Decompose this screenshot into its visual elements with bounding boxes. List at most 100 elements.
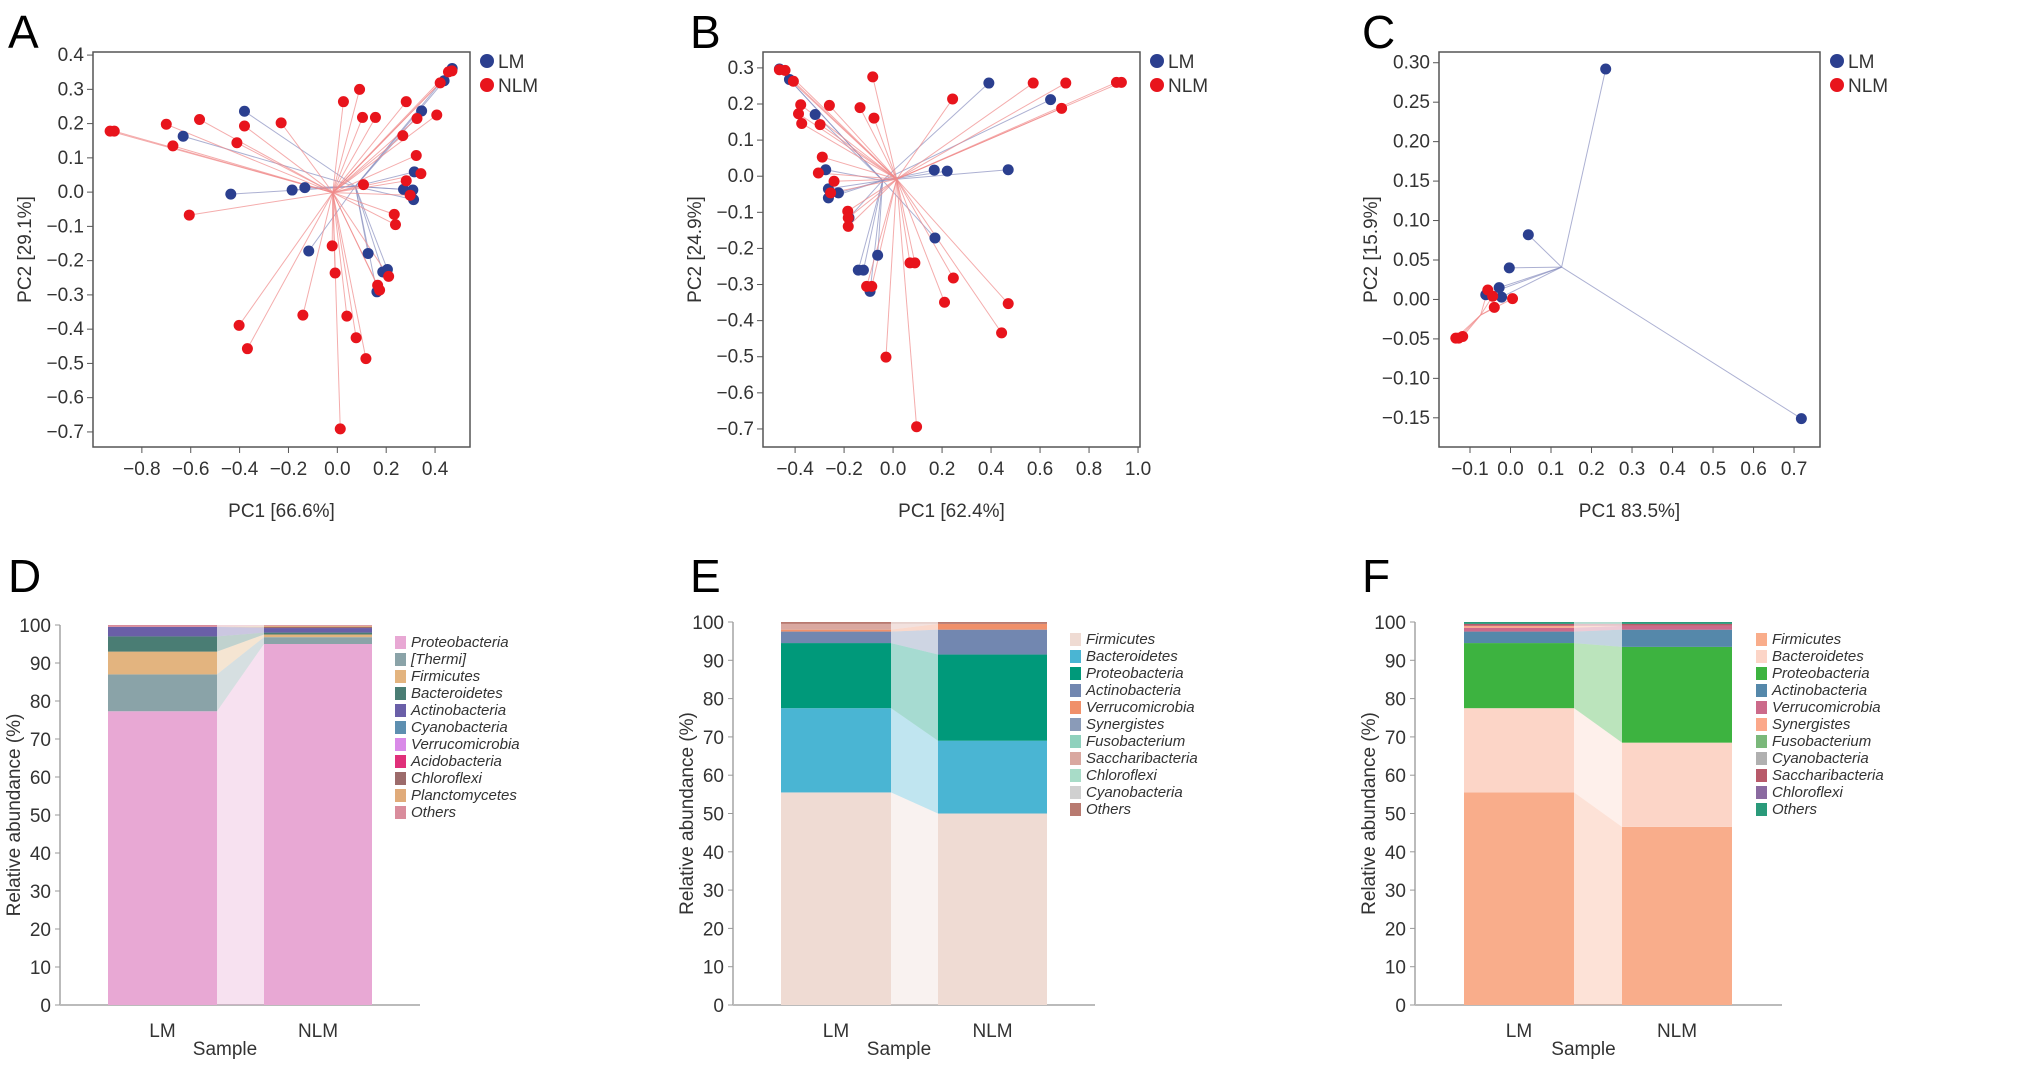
legend-label: Chloroflexi — [1772, 784, 1844, 801]
y-tick-label: 0.2 — [728, 94, 754, 115]
point-nlm — [996, 327, 1008, 339]
y-tick-label: 90 — [1385, 651, 1406, 672]
legend-label: Actinobacteria — [1771, 682, 1867, 699]
point-nlm — [400, 96, 412, 108]
bar-segment-lm — [1464, 792, 1574, 1005]
centroid-line-lm — [1509, 266, 1562, 269]
legend-swatch — [1070, 633, 1081, 646]
point-nlm — [388, 208, 400, 220]
centroid-line-nlm — [896, 179, 911, 263]
panel-label-b: B — [690, 6, 721, 58]
centroid-line-nlm — [896, 82, 1067, 180]
legend-label: Bacteroidetes — [1772, 648, 1864, 665]
point-nlm — [446, 65, 458, 77]
point-nlm — [410, 149, 422, 161]
legend-swatch — [1070, 667, 1081, 680]
legend-swatch — [1070, 786, 1081, 799]
y-tick-label: 0.00 — [1393, 289, 1430, 310]
legend-marker-nlm — [480, 78, 494, 92]
y-tick-label: 10 — [703, 958, 724, 979]
point-lm — [299, 182, 311, 194]
centroid-line-nlm — [896, 82, 1034, 180]
y-tick-label: 0.20 — [1393, 132, 1430, 153]
flow-band — [1574, 625, 1622, 632]
bar-segment-nlm — [1622, 742, 1732, 827]
x-tick-label: −0.2 — [825, 459, 863, 480]
legend-label: Others — [1086, 801, 1132, 818]
panel-label-f: F — [1362, 550, 1390, 602]
legend-swatch — [1756, 667, 1767, 680]
bar-panel-d: 0 10 20 30 40 50 60 70 80 90 100 LM NLM Sample Relativ… — [4, 616, 520, 1060]
centroid-line-nlm — [199, 119, 334, 194]
legend-swatch — [395, 806, 406, 819]
centroid-line-lm — [857, 180, 884, 271]
y-tick-label: 0.3 — [58, 79, 84, 100]
flow-band — [217, 632, 264, 652]
point-lm — [928, 164, 940, 176]
legend-swatch — [1756, 752, 1767, 765]
centroid-line-nlm — [885, 179, 898, 358]
centroid-line-lm — [789, 79, 884, 181]
y-tick-label: −0.4 — [46, 319, 84, 340]
point-nlm — [1487, 290, 1499, 302]
point-nlm — [415, 168, 427, 180]
scatter-panel-a: −0.8 −0.6 −0.4 −0.2 0.0 0.2 0.4 0.4 0.3 0.2 0.1 0.0… — [15, 45, 538, 522]
point-nlm — [167, 140, 179, 152]
point-nlm — [326, 240, 338, 252]
point-nlm — [233, 319, 245, 331]
centroid-line-lm — [882, 99, 1051, 181]
point-lm — [1522, 229, 1534, 241]
y-axis-label: PC2 [29.1%] — [15, 196, 36, 303]
legend-label: [Thermi] — [410, 651, 467, 668]
y-tick-label: 100 — [1374, 613, 1406, 634]
x-tick-label: 0.4 — [978, 459, 1005, 480]
y-tick-label: 100 — [19, 616, 51, 637]
point-nlm — [828, 175, 840, 187]
y-tick-label: 40 — [1385, 843, 1406, 864]
y-tick-label: 40 — [30, 844, 51, 865]
bar-segment-lm — [781, 643, 891, 709]
point-lm — [177, 130, 189, 142]
y-axis-label: Relative abundance (%) — [1359, 712, 1380, 915]
point-nlm — [842, 212, 854, 224]
x-tick-label: 0.5 — [1700, 459, 1726, 480]
point-nlm — [947, 272, 959, 284]
legend-swatch — [1070, 684, 1081, 697]
centroid-line-nlm — [332, 155, 417, 194]
point-nlm — [108, 125, 120, 137]
centroid-line-nlm — [847, 178, 898, 212]
centroid-line-nlm — [166, 123, 333, 194]
centroid-line-nlm — [244, 125, 334, 193]
centroid-line-lm — [1527, 234, 1562, 268]
point-nlm — [866, 280, 878, 292]
bar-segment-lm — [108, 651, 217, 675]
legend-label-lm: LM — [1168, 52, 1194, 73]
bar-segment-nlm — [938, 622, 1047, 624]
y-tick-label: 70 — [703, 728, 724, 749]
point-nlm — [1115, 76, 1127, 88]
centroid-line-lm — [869, 180, 884, 292]
legend-swatch — [1756, 718, 1767, 731]
y-tick-label: 60 — [703, 766, 724, 787]
centroid-line-nlm — [332, 101, 344, 193]
bar-segment-lm — [108, 674, 217, 712]
legend-swatch — [1070, 752, 1081, 765]
centroid-line-nlm — [866, 179, 898, 287]
point-nlm — [1507, 293, 1519, 305]
y-tick-label: 20 — [1385, 919, 1406, 940]
legend-swatch — [1756, 803, 1767, 816]
point-nlm — [404, 189, 416, 201]
x-axis-label: Sample — [867, 1039, 931, 1060]
centroid-line-nlm — [871, 179, 898, 287]
centroid-line-nlm — [332, 192, 357, 338]
bar-segment-lm — [1464, 625, 1574, 628]
flow-band — [1574, 622, 1622, 624]
x-tick-label: 0.4 — [422, 459, 449, 480]
point-nlm — [787, 75, 799, 87]
y-tick-label: −0.1 — [716, 202, 754, 223]
y-axis-label: PC2 [15.9%] — [1361, 196, 1382, 303]
centroid-line-nlm — [819, 124, 898, 180]
centroid-line-nlm — [896, 81, 1122, 180]
point-nlm — [1453, 332, 1465, 344]
